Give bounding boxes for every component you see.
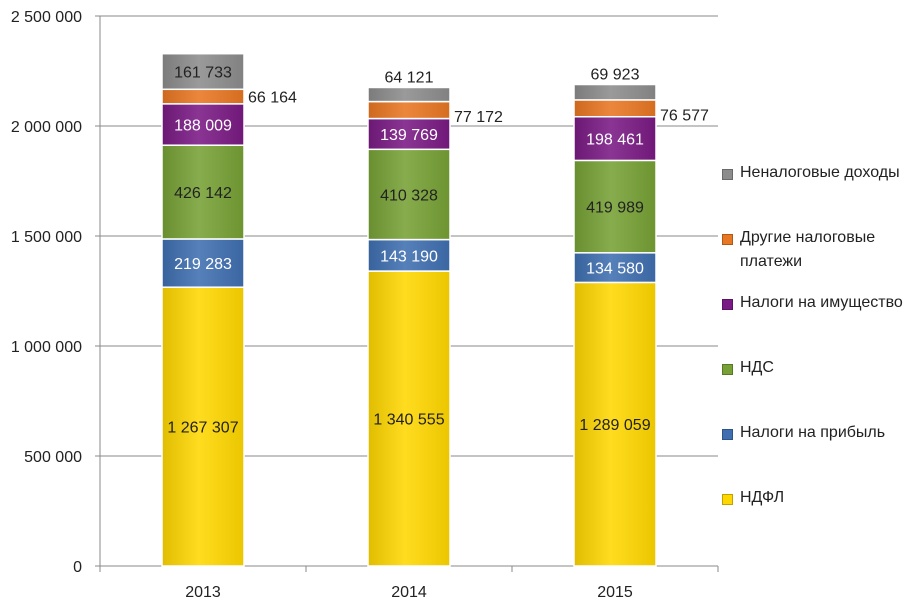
- data-label: 66 164: [248, 90, 297, 107]
- legend-swatch: [722, 494, 733, 505]
- data-label: 134 580: [586, 261, 644, 278]
- data-label: 161 733: [174, 64, 232, 81]
- y-tick-label: 1 000 000: [11, 339, 82, 356]
- bar-segment: [367, 86, 451, 103]
- data-label: 219 283: [174, 256, 232, 273]
- data-label: 426 142: [174, 185, 232, 202]
- legend-item: НДС: [722, 359, 905, 380]
- bar-segment: [161, 103, 245, 146]
- legend-label: Налоги на имущество: [740, 294, 903, 311]
- bar-segment: [573, 252, 657, 284]
- bar-segment: [573, 281, 657, 567]
- legend-swatch: [722, 429, 733, 440]
- data-label: 143 190: [380, 248, 438, 265]
- legend-swatch: [722, 169, 733, 180]
- data-label: 198 461: [586, 132, 644, 149]
- legend-label: НДФЛ: [740, 489, 785, 506]
- legend-item: Неналоговые доходы: [722, 164, 905, 185]
- y-tick-label: 500 000: [24, 449, 82, 466]
- data-label: 1 267 307: [167, 420, 238, 437]
- data-label: 139 769: [380, 127, 438, 144]
- legend-item: Налоги на имущество: [722, 294, 905, 315]
- bar-segment: [161, 144, 245, 240]
- bar-segment: [573, 83, 657, 101]
- data-label: 410 328: [380, 187, 438, 204]
- bar-segment: [161, 88, 245, 105]
- bar-segment: [161, 238, 245, 288]
- bar-segment: [161, 286, 245, 567]
- data-label: 419 989: [586, 200, 644, 217]
- bar-segment: [367, 270, 451, 567]
- y-tick-label: 2 000 000: [11, 119, 82, 136]
- data-label: 1 340 555: [373, 412, 444, 429]
- bar-segment: [161, 52, 245, 91]
- data-label: 188 009: [174, 118, 232, 135]
- data-label: 1 289 059: [579, 417, 650, 434]
- legend-item: НДФЛ: [722, 489, 905, 510]
- legend-swatch: [722, 299, 733, 310]
- bar-segment: [367, 100, 451, 120]
- bar-segment: [367, 117, 451, 151]
- bar-segment: [573, 99, 657, 118]
- x-tick-label: 2013: [185, 584, 221, 601]
- legend-swatch: [722, 364, 733, 375]
- data-label: 64 121: [385, 69, 434, 86]
- legend: Неналоговые доходы Другие налоговые плате…: [722, 0, 908, 610]
- data-label: 69 923: [591, 67, 640, 84]
- y-tick-label: 1 500 000: [11, 229, 82, 246]
- legend-swatch: [722, 234, 733, 245]
- x-tick-label: 2014: [391, 584, 427, 601]
- y-tick-label: 0: [73, 559, 82, 576]
- legend-label: Налоги на прибыль: [740, 424, 886, 441]
- legend-label: НДС: [740, 359, 774, 376]
- data-label: 77 172: [454, 109, 503, 126]
- x-tick-label: 2015: [597, 584, 633, 601]
- legend-item: Другие налоговые платежи: [722, 229, 905, 274]
- data-label: 76 577: [660, 107, 709, 124]
- legend-item: Налоги на прибыль: [722, 424, 905, 445]
- legend-label: Неналоговые доходы: [740, 164, 900, 181]
- bar-segment: [573, 115, 657, 162]
- legend-label: Другие налоговые платежи: [740, 229, 876, 270]
- y-tick-label: 2 500 000: [11, 9, 82, 26]
